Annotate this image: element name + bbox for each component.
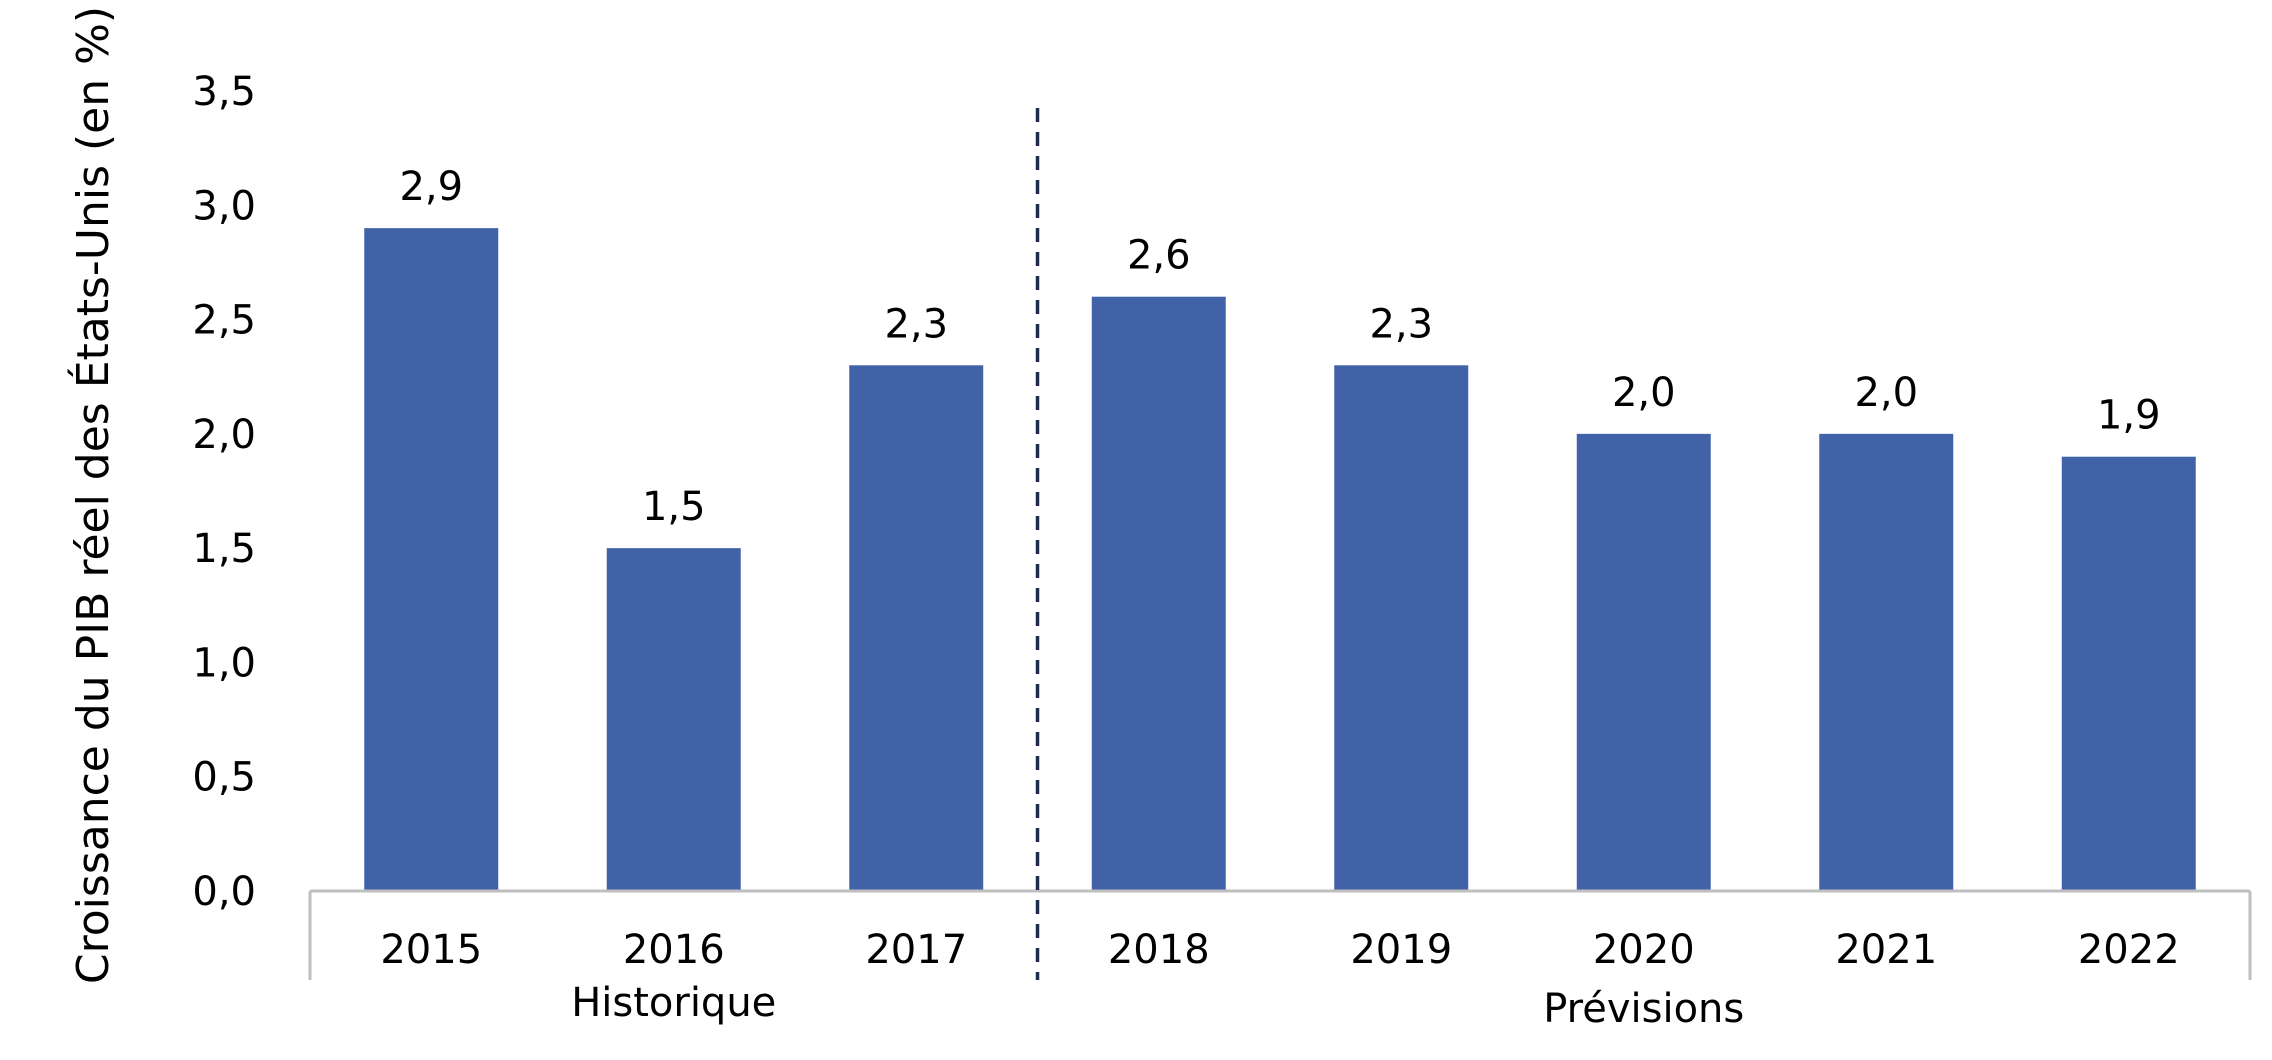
x-tick-label-2017: 2017: [865, 927, 967, 973]
data-label-2019: 2,3: [1369, 301, 1433, 347]
x-tick-label-2021: 2021: [1835, 927, 1937, 973]
group-label-1: Prévisions: [1543, 986, 1744, 1032]
y-axis-ticks: 0,0 0,5 1,0 1,5 2,0 2,5 3,0 3,5: [192, 69, 256, 915]
bar-2022: [2061, 456, 2196, 891]
y-tick-label: 1,0: [192, 640, 256, 686]
data-label-2015: 2,9: [399, 164, 463, 210]
x-tick-label-2018: 2018: [1108, 927, 1210, 973]
y-tick-label: 1,5: [192, 526, 256, 572]
data-labels: 2,9 1,5 2,3 2,6 2,3 2,0 2,0 1,9: [399, 164, 2160, 530]
y-tick-label: 0,5: [192, 755, 256, 801]
y-tick-label: 2,5: [192, 298, 256, 344]
y-tick-label: 0,0: [192, 869, 256, 915]
x-tick-label-2015: 2015: [380, 927, 482, 973]
bar-2016: [606, 548, 741, 891]
x-tick-label-2019: 2019: [1350, 927, 1452, 973]
x-tick-label-2020: 2020: [1593, 927, 1695, 973]
x-tick-label-2016: 2016: [623, 927, 725, 973]
group-label-0: Historique: [571, 980, 776, 1026]
bar-2018: [1091, 296, 1226, 891]
category-groups: Historique Prévisions: [571, 980, 1744, 1032]
y-tick-label: 3,0: [192, 183, 256, 229]
y-tick-label: 3,5: [192, 69, 256, 115]
x-tick-label-2022: 2022: [2078, 927, 2180, 973]
data-label-2016: 1,5: [642, 484, 706, 530]
y-tick-label: 2,0: [192, 412, 256, 458]
data-label-2021: 2,0: [1854, 370, 1918, 416]
bar-2020: [1576, 433, 1711, 891]
bar-2019: [1334, 365, 1469, 891]
data-label-2020: 2,0: [1612, 370, 1676, 416]
bars: [364, 228, 2196, 891]
y-axis-label: Croissance du PIB réel des États-Unis (e…: [66, 6, 119, 984]
bar-2021: [1819, 433, 1954, 891]
data-label-2022: 1,9: [2097, 393, 2161, 439]
x-axis-ticks: 2015 2016 2017 2018 2019 2020 2021 2022: [380, 927, 2179, 973]
bar-2015: [364, 228, 499, 891]
data-label-2017: 2,3: [884, 301, 948, 347]
data-label-2018: 2,6: [1127, 233, 1191, 279]
bar-2017: [849, 365, 984, 891]
x-axis: [308, 108, 2252, 980]
